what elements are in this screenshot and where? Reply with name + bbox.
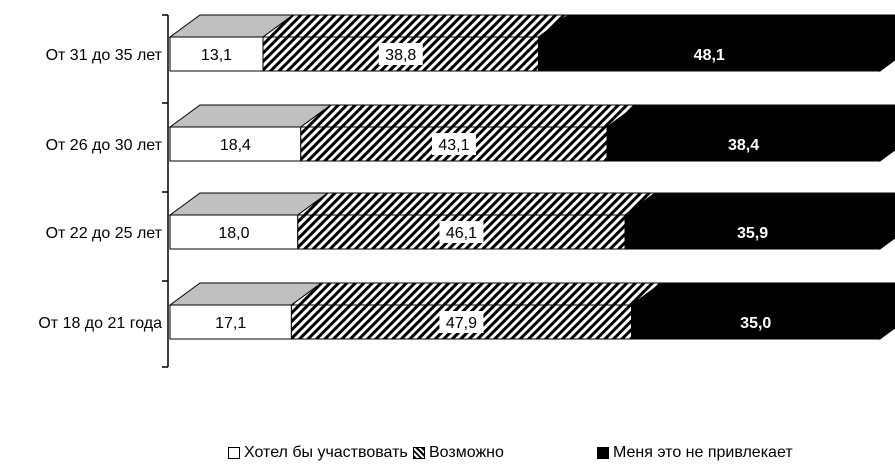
bar-top-face — [536, 14, 895, 38]
bar-top-face — [299, 104, 639, 128]
bar-segment — [169, 304, 292, 340]
data-label: 35,0 — [740, 315, 771, 332]
data-label: 38,8 — [385, 47, 416, 64]
legend-item-want: Хотел бы участвовать — [228, 444, 408, 462]
data-label: 18,0 — [218, 225, 249, 242]
bars — [168, 14, 895, 340]
data-label: 13,1 — [201, 47, 232, 64]
bar-segment — [169, 126, 302, 162]
category-label: От 31 до 35 лет — [46, 47, 163, 64]
bar-segment — [300, 126, 608, 162]
bar-segment — [537, 36, 881, 72]
legend: Хотел бы участвовать Возможно Меня это н… — [0, 444, 895, 466]
data-label-background — [378, 43, 423, 65]
data-label-background — [439, 311, 484, 333]
value-labels: 13,1 38,8 48,1 18,4 43,1 38,4 18,0 46,1 35,9 17,1… — [201, 43, 771, 333]
bar-top-face — [289, 282, 664, 306]
data-label: 48,1 — [694, 47, 725, 64]
legend-label-maybe: Возможно — [429, 444, 504, 461]
data-label: 46,1 — [446, 225, 477, 242]
data-label: 17,1 — [215, 315, 246, 332]
bar-segment — [606, 126, 881, 162]
bar-top-face — [296, 192, 657, 216]
data-label: 38,4 — [728, 137, 759, 154]
bar-segment — [169, 36, 264, 72]
legend-swatch-white — [228, 447, 240, 459]
category-labels: От 31 до 35 лет От 26 до 30 лет От 22 до 2… — [38, 47, 162, 332]
bar-top-face — [629, 282, 895, 306]
category-label: От 26 до 30 лет — [46, 137, 163, 154]
legend-label-want: Хотел бы участвовать — [244, 444, 408, 461]
bar-top-face — [261, 14, 571, 38]
legend-item-not-interested: Меня это не привлекает — [597, 444, 793, 462]
bar-segment — [624, 214, 881, 250]
data-label: 43,1 — [438, 137, 469, 154]
legend-item-maybe: Возможно — [413, 444, 504, 462]
bar-top-face — [623, 192, 895, 216]
category-label: От 22 до 25 лет — [46, 225, 163, 242]
bar-top-face — [605, 104, 895, 128]
bar-segment — [631, 304, 881, 340]
data-label: 18,4 — [220, 137, 251, 154]
data-label: 47,9 — [446, 315, 477, 332]
data-label-background — [431, 133, 476, 155]
category-label: От 18 до 21 года — [38, 315, 162, 332]
legend-swatch-black — [597, 447, 609, 459]
legend-label-not-interested: Меня это не привлекает — [613, 444, 793, 461]
legend-swatch-hatch — [413, 447, 425, 459]
data-label: 35,9 — [737, 225, 768, 242]
data-label-background — [439, 221, 484, 243]
y-axis — [162, 14, 169, 368]
chart: От 31 до 35 лет От 26 до 30 лет От 22 до 2… — [38, 14, 895, 368]
